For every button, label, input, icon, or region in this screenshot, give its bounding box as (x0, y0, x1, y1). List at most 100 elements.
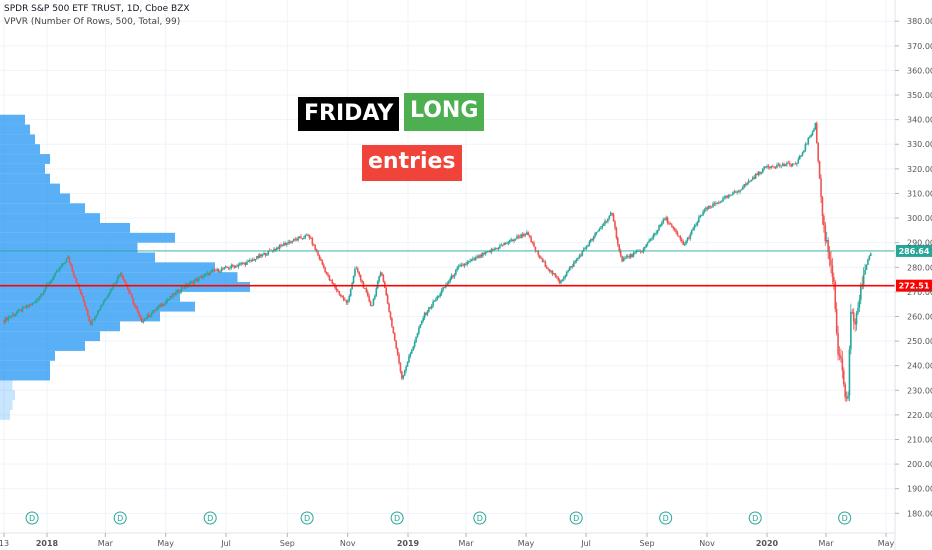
candle-body (477, 256, 480, 258)
candle-body (852, 312, 855, 322)
level-price-tag (896, 244, 932, 257)
candle-body (457, 266, 460, 268)
candle-body (787, 162, 790, 164)
candle-body (588, 241, 591, 246)
candle-body (790, 164, 792, 167)
dividend-marker[interactable] (569, 511, 583, 525)
price-axis[interactable]: 180.00 190.00 200.00 210.00 220.00 230.00 240.… (894, 0, 932, 550)
candle-body (473, 258, 476, 260)
candle-body (386, 295, 389, 304)
candle-body (173, 293, 176, 296)
candle-body (108, 292, 110, 296)
volume-profile-bar (0, 370, 50, 381)
candle-body (545, 266, 548, 269)
candle-body (352, 275, 355, 284)
indicator-legend[interactable]: VPVR (Number Of Rows, 500, Total, 99) (4, 17, 181, 27)
entries-label: entries (362, 145, 462, 181)
friday-label: FRIDAY (298, 97, 400, 131)
candle-body (264, 253, 267, 256)
price-tick-label: 240.00 (907, 362, 932, 371)
candle-body (511, 239, 514, 241)
candle-body (598, 228, 601, 232)
candle-body (358, 271, 361, 275)
candle-body (21, 307, 24, 312)
candle-body (348, 296, 351, 301)
dividend-marker[interactable] (203, 511, 217, 525)
time-tick-label: May (878, 539, 895, 548)
candle-body (283, 243, 285, 246)
candle-body (310, 237, 312, 239)
long-label: LONG (404, 93, 485, 131)
candle-body (571, 266, 574, 267)
candle-body (608, 215, 611, 219)
time-axis[interactable]: 13 2018 Mar May Jul Sep Nov 2019 Mar May Jul Sep Nov… (0, 532, 895, 548)
candle-body (793, 163, 795, 165)
candle-body (854, 321, 856, 325)
candle-body (560, 281, 562, 284)
dividend-marker[interactable] (838, 511, 852, 525)
candle-body (574, 261, 577, 263)
candle-body (300, 236, 302, 239)
candle-body (393, 333, 396, 341)
candle-body (501, 244, 504, 246)
dividend-marker[interactable] (25, 511, 39, 525)
candle-body (671, 224, 673, 227)
dividend-marker-letter: D (477, 514, 483, 523)
candle-body (543, 261, 545, 263)
candle-body (622, 258, 625, 262)
candle-body (166, 300, 169, 302)
candle-body (531, 242, 534, 244)
candle-body (189, 282, 191, 285)
dividend-marker[interactable] (748, 511, 762, 525)
candle-body (810, 135, 812, 137)
dividend-marker[interactable] (390, 511, 404, 525)
dividend-marker[interactable] (300, 511, 314, 525)
price-tick-label: 320.00 (907, 165, 932, 174)
candle-body (746, 183, 748, 185)
candle-body (14, 314, 17, 316)
volume-profile-bar (0, 301, 195, 312)
dividend-marker[interactable] (473, 511, 487, 525)
candle-body (320, 259, 322, 261)
candle-body (678, 235, 680, 237)
candle-body (557, 277, 559, 281)
candle-body (806, 143, 808, 145)
candle-body (123, 280, 126, 283)
candle-body (830, 259, 832, 266)
candle-body (180, 287, 183, 292)
candle-body (281, 245, 284, 247)
candle-body (815, 122, 818, 143)
candle-body (65, 258, 68, 263)
candle-body (463, 263, 466, 266)
candle-body (6, 317, 8, 321)
candle-body (521, 234, 524, 237)
candle-body (730, 194, 733, 196)
time-tick-label: Nov (340, 539, 356, 548)
symbol-legend[interactable]: SPDR S&P 500 ETF TRUST, 1D, Cboe BZX (4, 4, 190, 14)
volume-profile-bar (0, 321, 120, 332)
candle-body (645, 244, 648, 248)
candle-body (486, 251, 488, 253)
candle-body (669, 223, 672, 225)
candle-body (196, 278, 199, 281)
candle-body (406, 362, 409, 367)
candle-body (136, 308, 139, 312)
candle-body (51, 279, 54, 281)
candle-body (8, 317, 11, 319)
candle-body (98, 309, 101, 311)
candle-body (527, 232, 530, 236)
candle-body (274, 248, 277, 250)
candle-body (41, 294, 44, 295)
candle-body (278, 244, 281, 249)
candle-body (249, 260, 251, 262)
candle-body (229, 267, 231, 269)
candle-body (405, 366, 407, 371)
candle-body (861, 284, 864, 286)
candle-body (375, 288, 378, 296)
candle-body (656, 229, 659, 233)
dividend-marker[interactable] (659, 511, 673, 525)
candle-body (114, 283, 116, 285)
dividend-marker[interactable] (113, 511, 127, 525)
